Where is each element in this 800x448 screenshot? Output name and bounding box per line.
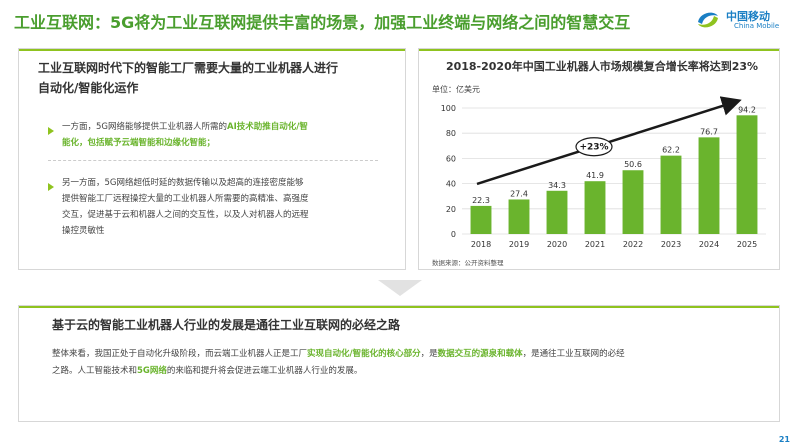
left-heading-line1: 工业互联网时代下的智能工厂需要大量的工业机器人进行 [38, 61, 339, 75]
bullet-arrow-icon [48, 183, 54, 191]
bullet-divider [48, 160, 378, 161]
summary-panel [18, 305, 780, 422]
left-panel [18, 48, 406, 270]
china-mobile-logo-icon [698, 12, 718, 28]
x-tick-label: 2022 [623, 240, 643, 249]
summary-panel-top-line [19, 306, 779, 308]
y-tick-label: 20 [446, 205, 456, 214]
bar-2020 [546, 190, 568, 234]
summary-highlight: 实现自动化/智能化的核心部分 [307, 349, 421, 359]
bar-value-label: 62.2 [662, 146, 680, 155]
bar-2021 [584, 181, 606, 234]
left-panel-heading: 工业互联网时代下的智能工厂需要大量的工业机器人进行 自动化/智能化运作 [38, 58, 378, 98]
bar-value-label: 50.6 [624, 160, 642, 169]
summary-text: 整体来看，我国正处于自动化升级阶段，而云端工业机器人正是工厂实现自动化/智能化的… [52, 346, 764, 380]
growth-rate-label: +23% [579, 143, 608, 153]
bullet2-line2: 提供智能工厂远程操控大量的工业机器人所需要的高精准、高强度 [62, 194, 309, 204]
summary-text-part: 之路。人工智能技术和 [52, 366, 138, 376]
bullet1-highlight-2: 能化，包括赋予云端智能和边缘化智能； [62, 138, 216, 148]
bar-value-label: 41.9 [586, 171, 604, 180]
bullet2-line4: 操控灵敏性 [62, 226, 105, 236]
summary-heading: 基于云的智能工业机器人行业的发展是通往工业互联网的必经之路 [52, 318, 401, 332]
bar-2022 [622, 170, 644, 234]
bar-2019 [508, 199, 530, 234]
bullet-arrow-icon [48, 127, 54, 135]
bar-2018 [470, 205, 492, 234]
summary-text-part: 整体来看，我国正处于自动化升级阶段，而云端工业机器人正是工厂 [52, 349, 308, 359]
y-tick-label: 100 [441, 104, 456, 113]
slide-title: 工业互联网：5G将为工业互联网提供丰富的场景，加强工业终端与网络之间的智慧交互 [14, 13, 631, 32]
y-tick-label: 60 [446, 154, 456, 163]
chart-title: 2018-2020年中国工业机器人市场规模复合增长率将达到23% [445, 60, 759, 73]
growth-badge: +23% [575, 137, 613, 157]
slide-header: 工业互联网：5G将为工业互联网提供丰富的场景，加强工业终端与网络之间的智慧交互 … [0, 0, 800, 40]
x-tick-label: 2020 [547, 240, 567, 249]
logo-text-cn: 中国移动 [726, 10, 770, 23]
summary-text-part: ，是通往工业互联网的必经 [522, 349, 625, 359]
bullet-1: 一方面，5G网络能够提供工业机器人所需的AI技术助推自动化/智 能化，包括赋予云… [62, 119, 382, 151]
bar-2023 [660, 155, 682, 234]
bullet2-line1: 另一方面，5G网络超低时延的数据传输以及超高的连接密度能够 [62, 178, 304, 188]
bullet1-text: 一方面，5G网络能够提供工业机器人所需的 [62, 122, 227, 132]
x-tick-label: 2018 [471, 240, 491, 249]
summary-text-part: ，是 [420, 349, 438, 359]
summary-highlight: 5G网络 [137, 366, 167, 376]
x-tick-label: 2024 [699, 240, 719, 249]
chart-unit: 单位：亿美元 [432, 85, 480, 94]
y-tick-label: 80 [446, 129, 456, 138]
x-tick-label: 2023 [661, 240, 681, 249]
bullet1-highlight-1: AI技术助推自动化/智 [227, 122, 308, 132]
bar-value-label: 94.2 [738, 105, 756, 114]
down-chevron-icon [378, 280, 422, 296]
bar-2025 [736, 115, 758, 234]
bar-chart: 0 20 40 60 80 100 22.3 2018 27.4 2019 34.3 2020 41.9… [441, 96, 766, 249]
bullet-2: 另一方面，5G网络超低时延的数据传输以及超高的连接密度能够 提供智能工厂远程操控… [62, 175, 382, 239]
bar-value-label: 27.4 [510, 189, 528, 198]
chart-panel-top-line [419, 49, 779, 51]
page-number: 21 [778, 435, 790, 444]
x-tick-label: 2025 [737, 240, 757, 249]
bar-value-label: 34.3 [548, 181, 566, 190]
bar-2024 [698, 137, 720, 234]
x-tick-label: 2019 [509, 240, 529, 249]
summary-highlight: 数据交互的源泉和载体 [437, 349, 523, 359]
left-panel-top-line [19, 49, 405, 51]
china-mobile-logo: 中国移动 China Mobile [694, 6, 794, 34]
y-tick-label: 40 [446, 180, 456, 189]
data-source-note: 数据来源：公开资料整理 [432, 259, 504, 267]
x-tick-label: 2021 [585, 240, 605, 249]
y-tick-label: 0 [451, 230, 456, 239]
bar-value-label: 22.3 [472, 196, 490, 205]
bar-value-label: 76.7 [700, 127, 718, 136]
summary-text-part: 的来临和提升将会促进云端工业机器人行业的发展。 [166, 366, 363, 376]
logo-text-en: China Mobile [734, 22, 780, 30]
bullet2-line3: 交互，促进基于云和机器人之间的交互性，以及人对机器人的远程 [62, 210, 309, 220]
left-heading-line2: 自动化/智能化运作 [38, 81, 139, 95]
